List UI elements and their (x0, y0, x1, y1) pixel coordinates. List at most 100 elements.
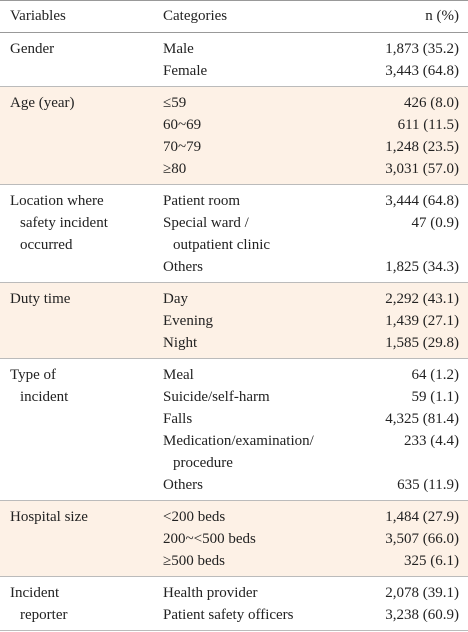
n-text: 611 (11.5) (397, 117, 459, 133)
header-row: Variables Categories n (%) (0, 0, 468, 33)
n-text: 3,444 (64.8) (385, 193, 459, 209)
category-text: Others (163, 477, 203, 493)
category-cell: Night (163, 332, 360, 359)
row: Gender Male 1,873 (35.2) (0, 33, 468, 61)
n-cell: 1,439 (27.1) (360, 310, 468, 332)
variable-cell: Duty time (0, 283, 163, 359)
row: 60~69 611 (11.5) (0, 114, 468, 136)
group: Incident reporter Health provider 2,078 (39… (0, 577, 468, 631)
row: Others 635 (11.9) (0, 474, 468, 501)
row: Others 1,825 (34.3) (0, 256, 468, 283)
n-cell: 1,248 (23.5) (360, 136, 468, 158)
n-text: 64 (1.2) (411, 367, 460, 383)
row: Type of incident Meal 64 (1.2) (0, 359, 468, 405)
category-cell: ≥80 (163, 158, 360, 185)
n-cell: 3,031 (57.0) (360, 158, 468, 185)
category-text: Patient safety officers (163, 607, 294, 623)
category-text: Meal (163, 367, 194, 383)
group: Gender Male 1,873 (35.2) Female 3,443 (64.8) (0, 33, 468, 87)
n-text: 426 (8.0) (404, 95, 459, 111)
category-text: Day (163, 291, 188, 307)
variable-cell: Type of incident (0, 359, 163, 501)
n-cell: 59 (1.1) (360, 386, 468, 408)
group: Hospital size <200 beds 1,484 (27.9) 200~<5… (0, 500, 468, 577)
n-cell: 2,078 (39.1) (360, 577, 468, 605)
category-cell: Health provider (163, 577, 360, 605)
header-cell: n (%) (359, 0, 468, 33)
category-cell: Patient room (163, 185, 360, 213)
n-text: 635 (11.9) (397, 477, 459, 493)
row: Evening 1,439 (27.1) (0, 310, 468, 332)
n-text: 325 (6.1) (404, 553, 459, 569)
variable-text: reporter (20, 607, 68, 623)
category-cell: Medication/examination/procedure (163, 430, 360, 474)
n-cell: 426 (8.0) (360, 87, 468, 115)
category-text: Falls (163, 411, 193, 427)
n-cell: 1,825 (34.3) (360, 256, 468, 283)
category-text: Health provider (163, 585, 258, 601)
category-cell: <200 beds (163, 501, 360, 529)
row: Duty time Day 2,292 (43.1) (0, 283, 468, 311)
variable-cell: Hospital size (0, 501, 163, 577)
category-text: 70~79 (163, 139, 202, 155)
variable-cell: Location where safety incident occurred (0, 185, 163, 283)
category-text: procedure (173, 455, 233, 471)
category-text: outpatient clinic (173, 237, 271, 253)
category-cell: 200~<500 beds (163, 528, 360, 550)
category-text: 200~<500 beds (163, 531, 256, 547)
variable-cell: Age (year) (0, 87, 163, 185)
n-text: 1,484 (27.9) (385, 509, 459, 525)
variable-text: Duty time (10, 291, 71, 307)
category-text: <200 beds (163, 509, 226, 525)
n-text: 3,507 (66.0) (385, 531, 459, 547)
row: Hospital size <200 beds 1,484 (27.9) (0, 501, 468, 529)
variable-text: safety incident (20, 215, 108, 231)
group: Age (year) ≤59 426 (8.0) 60~69 611 (11.5) 70~… (0, 86, 468, 185)
n-cell: 1,585 (29.8) (360, 332, 468, 359)
header: Variables Categories n (%) (0, 0, 468, 33)
category-cell: Patient safety officers (163, 604, 360, 631)
n-text: 1,248 (23.5) (385, 139, 459, 155)
n-text: 3,238 (60.9) (385, 607, 459, 623)
category-cell: Meal (163, 359, 360, 387)
n-text: 2,078 (39.1) (385, 585, 459, 601)
category-cell: Female (163, 60, 360, 87)
row: ≥80 3,031 (57.0) (0, 158, 468, 185)
n-text: 4,325 (81.4) (385, 411, 459, 427)
n-cell: 3,507 (66.0) (360, 528, 468, 550)
n-text: 1,585 (29.8) (385, 335, 459, 351)
n-text: 1,873 (35.2) (385, 41, 459, 57)
category-cell: Evening (163, 310, 360, 332)
category-text: Female (163, 63, 208, 79)
variable-text: Type of (10, 367, 57, 383)
group: Type of incident Meal 64 (1.2) Suicide/self-… (0, 359, 468, 501)
n-cell: 1,873 (35.2) (360, 33, 468, 61)
category-text: ≤59 (163, 95, 187, 111)
row: Patient safety officers 3,238 (60.9) (0, 604, 468, 631)
category-cell: Day (163, 283, 360, 311)
category-cell: Others (163, 256, 360, 283)
variable-text: occurred (20, 237, 73, 253)
header-cell: Categories (163, 0, 360, 33)
category-cell: Male (163, 33, 360, 61)
n-cell: 47 (0.9) (360, 212, 468, 256)
category-text: Patient room (163, 193, 241, 209)
category-text: Night (163, 335, 198, 351)
n-text: 3,031 (57.0) (385, 161, 459, 177)
n-text: 233 (4.4) (404, 433, 459, 449)
row: Location where safety incident occurred Pat… (0, 185, 468, 253)
n-cell: 3,238 (60.9) (360, 604, 468, 631)
variable-text: Age (year) (10, 95, 75, 111)
n-cell: 611 (11.5) (360, 114, 468, 136)
n-cell: 64 (1.2) (360, 359, 468, 387)
n-text: 47 (0.9) (411, 215, 460, 231)
n-cell: 3,443 (64.8) (360, 60, 468, 87)
n-cell: 3,444 (64.8) (360, 185, 468, 213)
row: Special ward / outpatient clinic 47 (0.9) (0, 212, 468, 256)
n-cell: 2,292 (43.1) (360, 283, 468, 311)
row: ≥500 beds 325 (6.1) (0, 550, 468, 577)
variable-cell: Gender (0, 33, 163, 87)
n-cell: 325 (6.1) (360, 550, 468, 577)
